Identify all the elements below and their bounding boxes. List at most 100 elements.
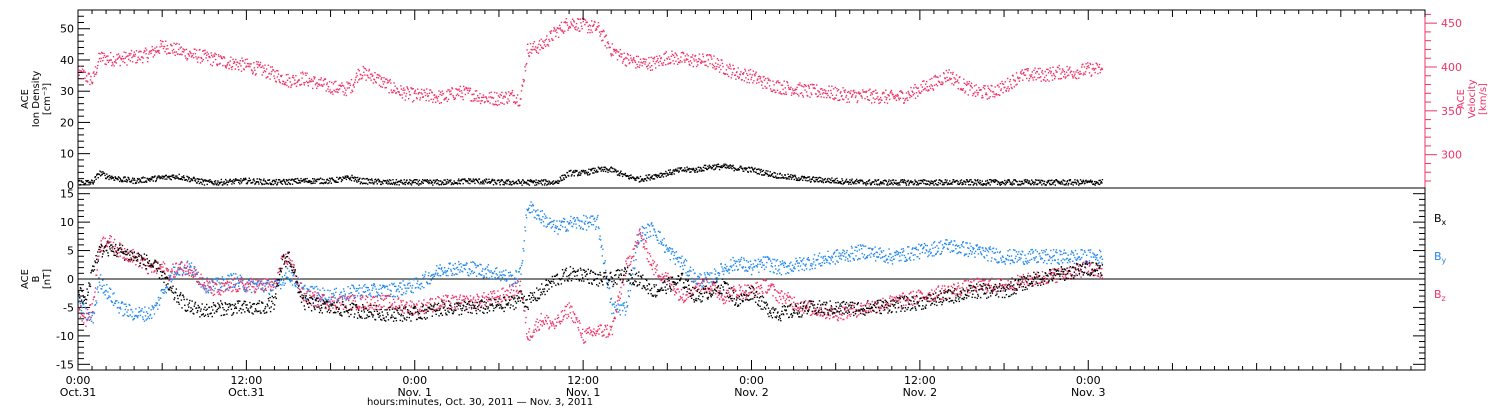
by-series-point — [532, 205, 534, 207]
velocity-series-point — [119, 55, 121, 57]
density-series-point — [692, 167, 694, 170]
velocity-series-point — [858, 93, 861, 95]
density-series-point — [369, 179, 372, 181]
velocity-series-point — [437, 100, 439, 102]
velocity-series-point — [383, 77, 385, 79]
velocity-series-point — [830, 89, 832, 92]
by-series-point — [356, 295, 359, 297]
density-series-point — [1043, 182, 1045, 185]
density-series-point — [649, 176, 652, 178]
density-series-point — [500, 180, 502, 182]
by-series-point — [397, 288, 399, 290]
velocity-series-point — [217, 54, 220, 56]
velocity-series-point — [448, 89, 450, 91]
velocity-series-point — [497, 95, 500, 97]
velocity-series-point — [455, 94, 458, 97]
velocity-series-point — [290, 86, 292, 89]
velocity-series-point — [456, 93, 459, 95]
density-series-point — [157, 177, 159, 179]
density-series-point — [763, 174, 766, 176]
velocity-series-point — [205, 57, 207, 59]
by-series-point — [544, 217, 546, 220]
velocity-series-point — [809, 96, 811, 98]
velocity-series-point — [354, 81, 356, 83]
by-series-point — [92, 312, 94, 314]
velocity-series-point — [918, 90, 920, 92]
velocity-series-point — [766, 82, 769, 84]
velocity-series-point — [201, 60, 203, 62]
density-series-point — [264, 180, 267, 183]
velocity-series-point — [1002, 92, 1004, 94]
velocity-series-point — [331, 81, 333, 84]
by-series-point — [171, 272, 173, 274]
by-series-point — [166, 287, 169, 289]
density-series-point — [222, 184, 224, 186]
by-series-point — [623, 304, 625, 307]
by-series-point — [556, 220, 558, 222]
velocity-series-point — [83, 69, 85, 72]
by-series-point — [661, 242, 663, 244]
velocity-series-point — [1064, 77, 1067, 79]
velocity-series-point — [422, 96, 424, 98]
velocity-series-point — [278, 80, 281, 83]
density-series-point — [120, 179, 122, 181]
density-series-point — [283, 179, 285, 181]
velocity-series-point — [644, 63, 646, 65]
velocity-series-point — [372, 82, 375, 84]
density-series-point — [533, 180, 536, 182]
by-series-point — [367, 289, 369, 292]
velocity-series-point — [709, 63, 711, 65]
by-series-point — [621, 304, 623, 306]
velocity-series-point — [999, 94, 1001, 96]
velocity-series-point — [591, 20, 593, 22]
velocity-series-point — [103, 54, 106, 57]
density-series-point — [199, 178, 201, 181]
density-series-point — [380, 183, 382, 186]
by-series-point — [406, 287, 408, 289]
density-series-point — [855, 183, 857, 185]
density-series-point — [505, 181, 507, 183]
by-series-point — [423, 276, 426, 278]
velocity-series-point — [686, 53, 688, 55]
density-series-point — [1043, 180, 1046, 183]
velocity-series-point — [491, 96, 493, 99]
by-series-point — [588, 225, 590, 228]
velocity-series-point — [953, 84, 955, 86]
density-series-point — [324, 182, 327, 184]
by-series-point — [133, 317, 135, 320]
density-series-point — [891, 179, 894, 181]
by-series-point — [98, 281, 101, 283]
by-series-point — [696, 284, 698, 286]
by-series-point — [424, 271, 427, 273]
by-series-point — [692, 280, 694, 283]
velocity-series-point — [148, 53, 150, 55]
velocity-series-point — [907, 90, 909, 93]
by-series-point — [729, 269, 731, 271]
velocity-series-point — [239, 60, 241, 62]
velocity-series-point — [426, 88, 428, 90]
by-series-point — [587, 221, 589, 224]
density-series-point — [917, 182, 919, 185]
velocity-series-point — [523, 79, 525, 81]
velocity-series-point — [532, 45, 534, 48]
density-series-point — [586, 173, 588, 175]
density-series-point — [94, 176, 97, 178]
density-series-point — [939, 179, 941, 181]
velocity-series-point — [656, 55, 658, 58]
density-series-point — [940, 179, 942, 182]
velocity-series-point — [199, 62, 202, 64]
velocity-series-point — [1061, 68, 1064, 70]
density-series-point — [1098, 183, 1101, 186]
velocity-series-point — [475, 97, 477, 100]
by-series-point — [495, 273, 497, 275]
velocity-series-point — [257, 61, 259, 63]
velocity-series-point — [871, 102, 873, 104]
density-series-point — [824, 177, 826, 180]
velocity-series-point — [511, 91, 513, 94]
density-series-point — [87, 179, 89, 182]
velocity-series-point — [615, 49, 618, 51]
velocity-series-point — [438, 102, 441, 104]
velocity-series-point — [1008, 88, 1010, 90]
density-series-point — [427, 181, 429, 184]
by-series-point — [449, 263, 451, 265]
